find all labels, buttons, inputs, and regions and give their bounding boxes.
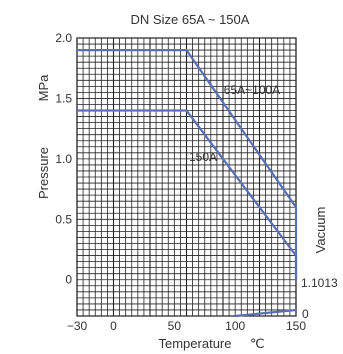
x-tick-label: −30 [67,319,88,333]
x-unit-label: ℃ [250,336,265,351]
y-axis-label: Pressure [36,147,51,199]
chart-grid [76,37,297,317]
chart-series [77,48,298,318]
series-line-0 [77,48,298,280]
y-tick-label: 2.0 [55,31,72,45]
right-tick-vacuum: 1.1013 [301,276,338,290]
x-tick-label: 50 [168,319,182,333]
plot-frame [76,37,297,317]
right-tick-zero: 0 [302,307,309,321]
x-tick-label: 100 [225,319,245,333]
y-unit-label: MPa [36,74,51,102]
x-axis-label: Temperature [159,336,232,351]
right-axis-label: Vacuum [313,207,328,254]
series-line-2 [235,308,297,318]
x-tick-label: 0 [110,319,117,333]
y-tick-label: 0 [65,273,72,287]
series-line-1 [77,109,298,280]
x-tick-label: 150 [286,319,306,333]
series-label-65a-100a: 65A~100A [224,83,280,97]
chart-title: DN Size 65A ~ 150A [131,12,250,27]
chart-ticks: −30 0 50 100 150 2.0 1.5 1.0 0.5 0 [55,31,306,333]
y-tick-label: 1.5 [55,91,72,105]
y-tick-label: 1.0 [55,152,72,166]
y-tick-label: 0.5 [55,212,72,226]
series-label-150a: 150A [189,150,217,164]
